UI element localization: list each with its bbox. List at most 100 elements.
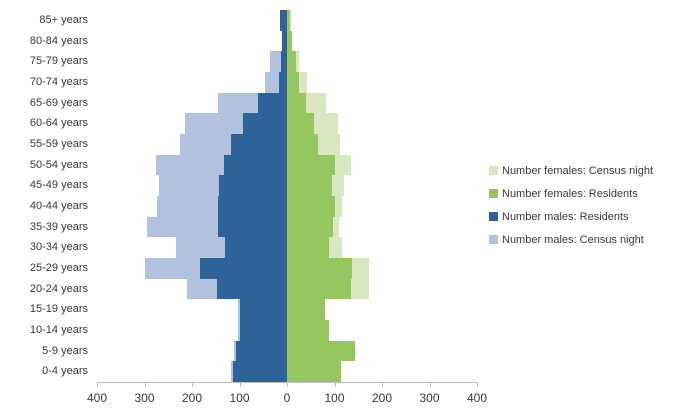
bar-row xyxy=(97,175,477,196)
bar-row xyxy=(97,72,477,93)
bar-row xyxy=(97,196,477,217)
bar-female-residents xyxy=(287,278,352,300)
bar-male-residents xyxy=(218,196,287,217)
axis-tick-label: 100 xyxy=(229,391,250,405)
bar-row xyxy=(97,258,477,279)
bar-female-residents xyxy=(287,30,292,52)
bar-male-residents xyxy=(281,51,287,72)
bar-female-residents xyxy=(287,237,329,258)
bar-row xyxy=(97,10,477,31)
y-axis-labels: 85+ years 80-84 years 75-79 years 70-74 yea… xyxy=(0,10,90,382)
bar-row xyxy=(97,51,477,72)
axis-tick-label: 300 xyxy=(134,391,155,405)
bar-female-residents xyxy=(287,340,356,362)
legend-item: Number males: Census night xyxy=(489,232,653,247)
age-label: 65-69 years xyxy=(29,96,88,109)
bar-row xyxy=(97,216,477,238)
bar-row xyxy=(97,154,477,176)
bar-row xyxy=(97,113,477,134)
bar-row xyxy=(97,134,477,155)
legend-label: Number males: Residents xyxy=(502,210,629,223)
bar-male-residents xyxy=(223,154,287,176)
age-label: 40-44 years xyxy=(29,200,88,212)
axis-tick xyxy=(192,383,193,387)
bar-female-residents xyxy=(287,299,326,320)
legend-item: Number females: Census night xyxy=(489,163,653,178)
axis-tick xyxy=(429,383,431,387)
x-axis: 400 300 200 100 0 100 200 300 400 xyxy=(87,382,487,412)
age-label: 55-59 years xyxy=(29,138,88,150)
bar-female-residents xyxy=(287,51,297,72)
bar-male-residents xyxy=(239,320,287,341)
axis-tick xyxy=(97,383,98,387)
axis-tick-label: 100 xyxy=(324,391,345,405)
bar-row xyxy=(97,237,477,258)
bar-row xyxy=(97,278,477,300)
age-label: 45-49 years xyxy=(29,179,88,192)
age-label: 70-74 years xyxy=(29,76,88,88)
bar-row xyxy=(97,299,477,320)
age-label: 80-84 years xyxy=(29,34,88,47)
age-label: 15-19 years xyxy=(29,303,88,316)
bar-female-residents xyxy=(287,92,307,114)
bar-row xyxy=(97,30,477,52)
axis-tick-label: 400 xyxy=(86,391,108,405)
bar-female-residents xyxy=(287,175,333,196)
bar-male-residents xyxy=(225,237,287,258)
age-label: 10-14 years xyxy=(29,324,88,336)
legend-swatch-icon xyxy=(489,189,498,198)
bar-male-residents xyxy=(217,278,287,300)
age-label: 25-29 years xyxy=(29,262,88,274)
axis-tick xyxy=(382,383,383,387)
plot-area xyxy=(97,10,477,382)
bar-male-residents xyxy=(242,113,287,134)
legend-label: Number females: Residents xyxy=(502,187,638,200)
legend-label: Number females: Census night xyxy=(502,164,654,177)
legend-swatch-icon xyxy=(489,166,498,175)
axis-tick-label: 200 xyxy=(371,391,393,405)
bar-row xyxy=(97,361,477,382)
bar-female-residents xyxy=(287,361,342,382)
age-label: 35-39 years xyxy=(29,220,88,233)
bar-female-residents xyxy=(287,154,335,176)
bar-male-residents xyxy=(219,175,287,196)
bar-female-residents xyxy=(287,196,336,217)
axis-tick xyxy=(144,383,146,387)
bar-female-residents xyxy=(287,113,314,134)
bar-row xyxy=(97,340,477,362)
legend-label: Number males: Census night xyxy=(502,233,644,246)
bar-male-residents xyxy=(217,216,287,238)
bar-male-residents xyxy=(280,10,287,31)
bar-male-residents xyxy=(231,134,287,155)
bar-male-residents xyxy=(232,361,287,382)
x-axis-line xyxy=(97,382,478,383)
bar-row xyxy=(97,92,477,114)
age-label: 85+ years xyxy=(39,14,88,26)
axis-tick xyxy=(334,383,336,387)
age-label: 30-34 years xyxy=(29,241,88,254)
bar-female-residents xyxy=(287,320,329,341)
chart-legend: Number females: Census night Number femal… xyxy=(489,163,653,255)
legend-item: Number females: Residents xyxy=(489,186,653,201)
axis-tick-label: 300 xyxy=(419,391,440,405)
legend-item: Number males: Residents xyxy=(489,209,653,224)
axis-tick-label: 200 xyxy=(181,391,203,405)
bar-female-residents xyxy=(287,134,318,155)
bar-male-residents xyxy=(282,30,287,52)
bar-female-residents xyxy=(287,72,299,93)
axis-tick xyxy=(239,383,241,387)
legend-swatch-icon xyxy=(489,212,498,221)
bar-male-residents xyxy=(257,92,287,114)
age-label: 60-64 years xyxy=(29,117,88,130)
age-label: 50-54 years xyxy=(29,158,88,171)
axis-tick xyxy=(477,383,478,387)
bar-male-residents xyxy=(236,340,287,362)
axis-tick-label: 0 xyxy=(283,391,291,405)
bar-row xyxy=(97,320,477,341)
age-label: 20-24 years xyxy=(29,282,88,295)
bar-female-residents xyxy=(287,258,353,279)
bar-male-residents xyxy=(200,258,287,279)
bar-male-residents xyxy=(240,299,287,320)
bar-female-residents xyxy=(287,216,334,238)
